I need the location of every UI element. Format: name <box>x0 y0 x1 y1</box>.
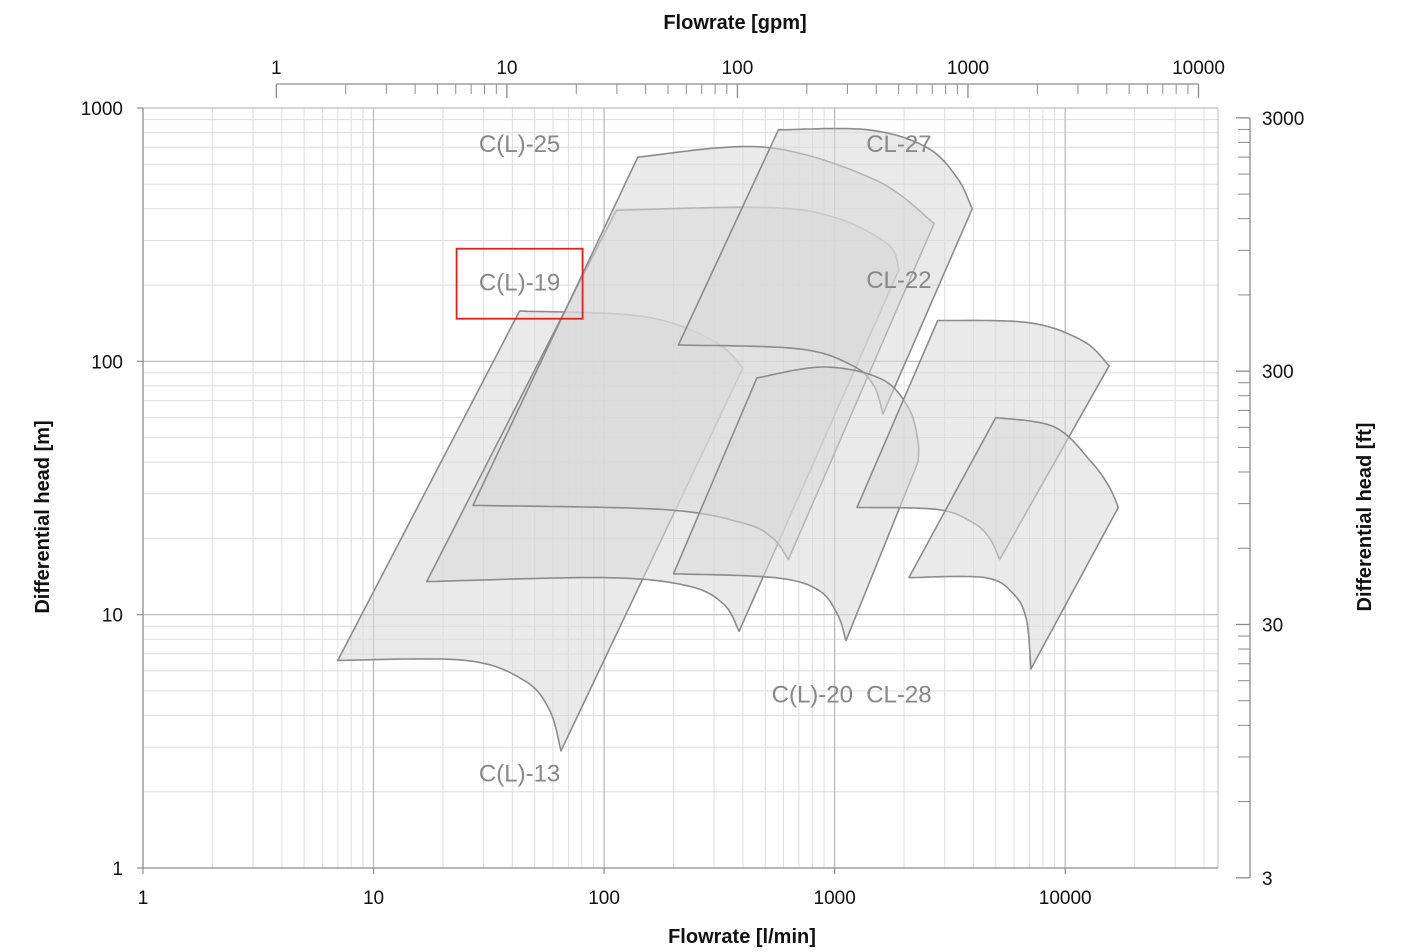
x2-axis-title: Flowrate [gpm] <box>663 12 806 34</box>
x-tick-label: 10 <box>363 888 384 909</box>
region-cl-28 <box>908 416 1120 670</box>
x-tick-label: 10000 <box>1039 888 1092 909</box>
y-tick-label: 1000 <box>81 99 123 120</box>
label-cl-19: C(L)-19 <box>479 270 560 297</box>
label-cl-22: CL-22 <box>866 267 931 294</box>
y2-tick-label: 3 <box>1262 869 1273 890</box>
y-tick-label: 10 <box>102 606 123 627</box>
x2-tick-label: 100 <box>722 58 754 79</box>
axes: 1 10 100 1000 10000 1 10 100 1000 1 10 100 1000 10000… <box>81 58 1305 909</box>
y2-axis-title: Differential head [ft] <box>1354 423 1376 612</box>
highlight-box <box>455 247 584 320</box>
x2-tick-label: 10000 <box>1172 58 1225 79</box>
y-tick-label: 100 <box>91 352 123 373</box>
y2-tick-label: 30 <box>1262 615 1283 636</box>
y-tick-label: 1 <box>112 859 123 880</box>
label-cl-25: C(L)-25 <box>479 131 560 158</box>
region-labels: C(L)-13 C(L)-19 C(L)-25 CL-27 C(L)-20 CL-22 CL… <box>455 131 932 787</box>
x2-tick-label: 1 <box>271 58 282 79</box>
x2-tick-label: 10 <box>496 58 517 79</box>
label-cl-20: C(L)-20 <box>772 682 853 709</box>
x-tick-label: 1 <box>138 888 149 909</box>
pump-regions <box>337 127 1120 752</box>
y2-tick-label: 3000 <box>1262 109 1304 130</box>
region-cl-27 <box>677 127 973 415</box>
x-tick-label: 1000 <box>814 888 856 909</box>
x-axis-title: Flowrate [l/min] <box>668 926 816 948</box>
y-axis-title: Differential head [m] <box>32 420 54 613</box>
x2-tick-label: 1000 <box>947 58 989 79</box>
label-cl-13: C(L)-13 <box>479 760 560 787</box>
label-cl-27: CL-27 <box>866 131 931 158</box>
y2-tick-label: 300 <box>1262 362 1294 383</box>
x-tick-label: 100 <box>588 888 620 909</box>
label-cl-28: CL-28 <box>866 682 931 709</box>
